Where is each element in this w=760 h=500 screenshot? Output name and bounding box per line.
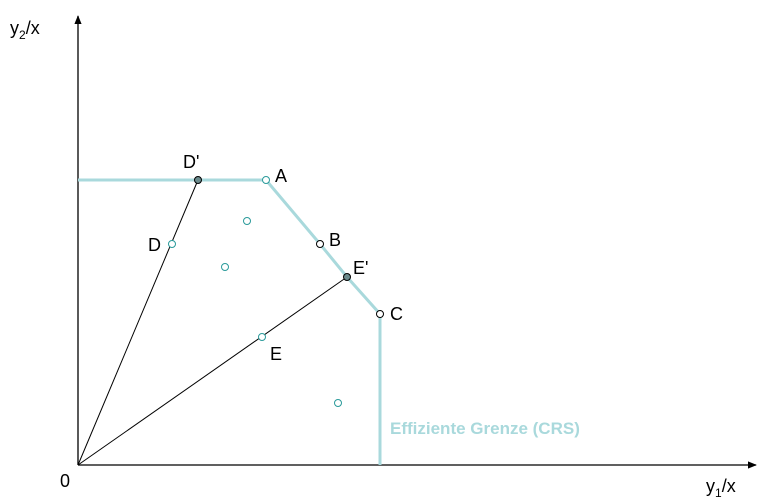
point-a bbox=[262, 176, 270, 184]
efficient-frontier bbox=[78, 178, 382, 465]
point-label: D' bbox=[183, 152, 199, 172]
point-label: D bbox=[148, 235, 161, 255]
point-c bbox=[376, 310, 384, 318]
point bbox=[243, 217, 251, 225]
origin-label: 0 bbox=[60, 471, 70, 491]
point-label: B bbox=[329, 230, 341, 250]
ray-d bbox=[77, 179, 199, 466]
point-e-prime bbox=[343, 273, 351, 281]
point-b bbox=[316, 240, 324, 248]
y-axis-label: y2/x bbox=[10, 18, 40, 42]
point-e bbox=[258, 333, 266, 341]
x-axis-label: y1/x bbox=[706, 476, 736, 500]
point bbox=[334, 399, 342, 407]
point-d-prime bbox=[194, 176, 202, 184]
point-label: C bbox=[390, 304, 403, 324]
point bbox=[221, 263, 229, 271]
point-label: E bbox=[270, 344, 282, 364]
ray-e bbox=[77, 276, 348, 466]
point-label: E' bbox=[353, 258, 368, 278]
point-d bbox=[168, 240, 176, 248]
frontier-annotation: Effiziente Grenze (CRS) bbox=[390, 419, 580, 438]
point-label: A bbox=[275, 166, 287, 186]
